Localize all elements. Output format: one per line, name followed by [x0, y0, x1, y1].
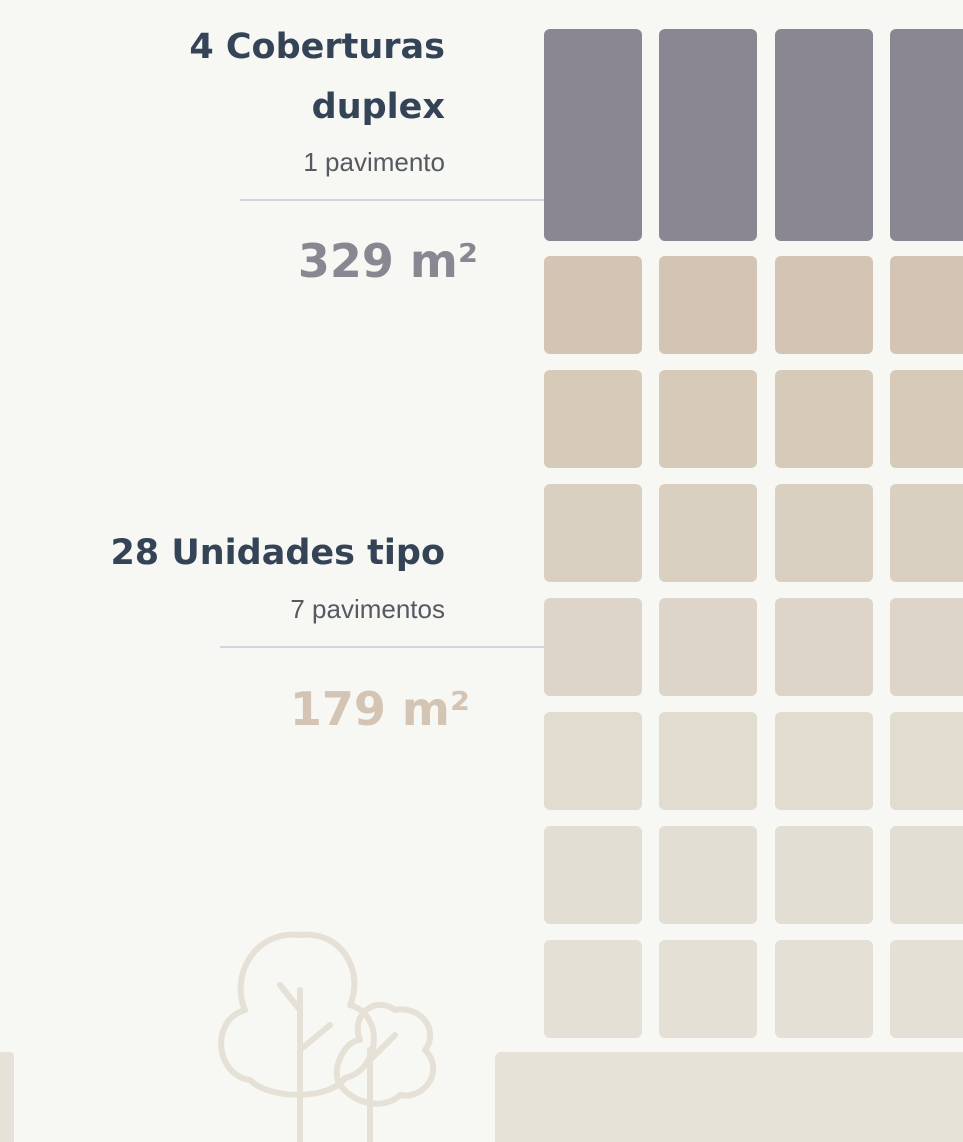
building-blocks [544, 29, 963, 1038]
unit-block [890, 370, 963, 468]
unit-block [659, 598, 757, 696]
unit-block [775, 256, 873, 354]
trees [221, 935, 433, 1142]
unit-block [775, 484, 873, 582]
unit-block [544, 484, 642, 582]
unit-block [544, 826, 642, 924]
page: 4 Coberturas duplex 1 pavimento 329 m² 2… [0, 0, 963, 1142]
unit-block [890, 598, 963, 696]
unit-block [544, 29, 642, 241]
group-title: 28 Unidades tipo [110, 533, 445, 573]
unit-block [775, 598, 873, 696]
unit-block [775, 712, 873, 810]
unit-block [659, 29, 757, 241]
infographic: 4 Coberturas duplex 1 pavimento 329 m² 2… [0, 0, 963, 1142]
unit-block [890, 256, 963, 354]
unit-block [659, 712, 757, 810]
unit-block [890, 29, 963, 241]
group-title: duplex [312, 87, 446, 127]
group-area: 329 m² [298, 234, 478, 288]
group-area: 179 m² [290, 682, 470, 736]
unit-block [890, 484, 963, 582]
unit-block [659, 940, 757, 1038]
unit-block [659, 826, 757, 924]
unit-block [890, 940, 963, 1038]
unit-block [775, 29, 873, 241]
unit-block [544, 712, 642, 810]
group-title: 4 Coberturas [189, 27, 445, 67]
unit-block [890, 712, 963, 810]
unit-block [775, 826, 873, 924]
group-floors: 7 pavimentos [290, 594, 445, 624]
neighbor-base [0, 1052, 14, 1142]
unit-block [775, 940, 873, 1038]
unit-block [544, 940, 642, 1038]
building-base [495, 1052, 963, 1142]
unit-block [544, 370, 642, 468]
unit-block [659, 484, 757, 582]
unit-block [890, 826, 963, 924]
unit-block [544, 598, 642, 696]
unit-block [775, 370, 873, 468]
group-floors: 1 pavimento [303, 147, 445, 177]
unit-block [544, 256, 642, 354]
unit-block [659, 370, 757, 468]
unit-block [659, 256, 757, 354]
